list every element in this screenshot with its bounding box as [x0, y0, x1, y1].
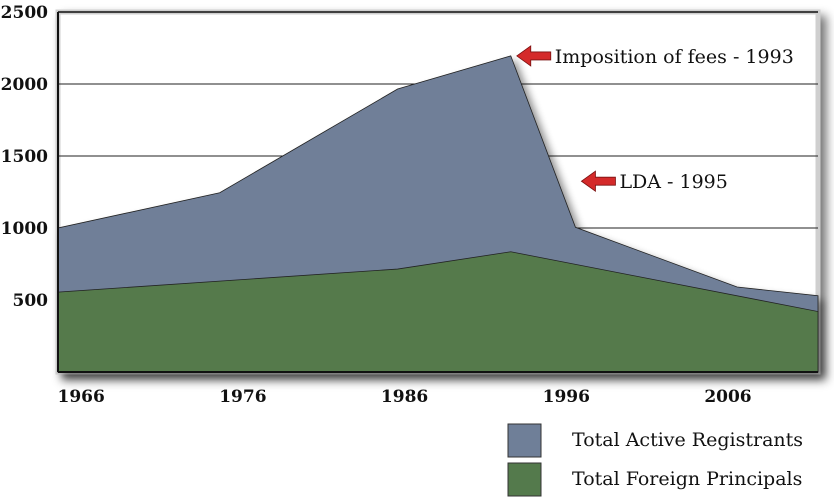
x-tick-1976: 1976	[219, 387, 266, 407]
x-tick-1996: 1996	[543, 387, 590, 407]
legend-swatch-active-registrants	[507, 423, 542, 458]
y-tick-2500: 2500	[1, 3, 48, 23]
annotation-arrow-0	[516, 45, 552, 67]
legend: Total Active Registrants Total Foreign P…	[507, 423, 803, 497]
y-tick-labels: 500 1000 1500 2000 2500	[1, 3, 48, 311]
annotation-text-0: Imposition of fees - 1993	[555, 46, 794, 68]
y-tick-500: 500	[13, 291, 49, 311]
legend-label-foreign-principals: Total Foreign Principals	[572, 468, 802, 490]
y-tick-1000: 1000	[1, 219, 48, 239]
x-tick-1966: 1966	[58, 387, 105, 407]
y-tick-2000: 2000	[1, 75, 48, 95]
y-tick-1500: 1500	[1, 147, 48, 167]
axes	[57, 11, 818, 373]
annotations: Imposition of fees - 1993 LDA - 1995	[516, 45, 794, 193]
legend-swatch-foreign-principals	[507, 462, 542, 497]
plot-areas	[57, 55, 819, 373]
legend-label-active-registrants: Total Active Registrants	[572, 429, 803, 451]
x-tick-2006: 2006	[704, 387, 751, 407]
annotation-text-1: LDA - 1995	[619, 171, 727, 193]
x-tick-labels: 1966 1976 1986 1996 2006	[58, 387, 752, 407]
annotation-arrow-1	[580, 170, 616, 192]
x-tick-1986: 1986	[381, 387, 428, 407]
